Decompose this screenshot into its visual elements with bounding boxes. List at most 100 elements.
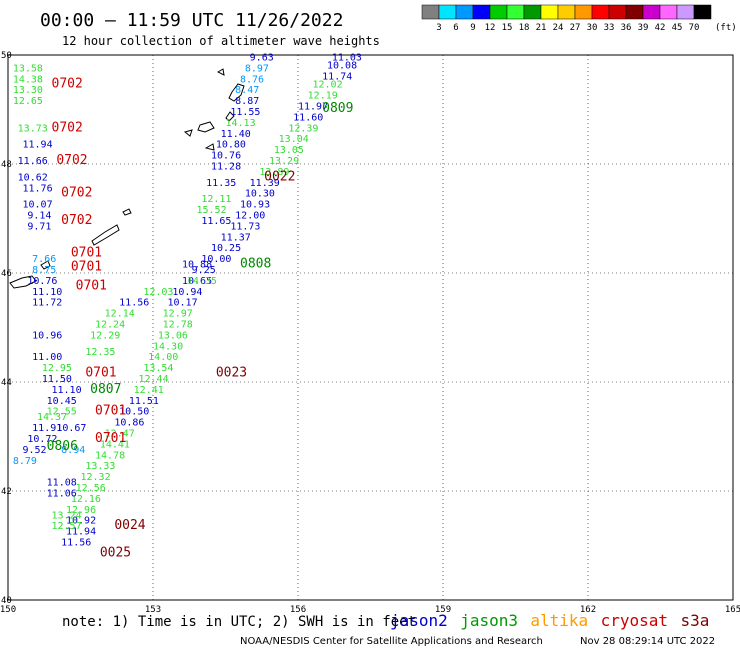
wave-height-value: 10.67 <box>56 423 86 434</box>
wave-height-value: 12.56 <box>76 483 106 494</box>
wave-height-value: 10.72 <box>27 434 57 445</box>
wave-height-value: 11.56 <box>61 538 91 549</box>
wave-height-value: 11.40 <box>221 129 251 140</box>
wave-height-value: 8.87 <box>235 96 259 107</box>
satellite-name: cryosat <box>601 611 668 630</box>
wave-height-value: 11.03 <box>332 52 362 63</box>
plot-border <box>7 54 734 601</box>
color-scale-swatch <box>591 4 610 20</box>
wave-height-value: 10.25 <box>211 243 241 254</box>
wave-height-value: 12.57 <box>52 521 82 532</box>
track-label: 0022 <box>264 169 295 184</box>
wave-height-value: 12.39 <box>288 123 318 134</box>
color-scale-swatch <box>489 4 508 20</box>
wave-height-value: 11.35 <box>206 178 236 189</box>
wave-height-value: 10.86 <box>114 418 144 429</box>
wave-height-value: 9.63 <box>250 52 274 63</box>
wave-height-value: 11.50 <box>42 374 72 385</box>
wave-height-value: 14.30 <box>153 341 183 352</box>
wave-height-value: 14.35 <box>187 276 217 287</box>
wave-height-value: 10.88 <box>182 260 212 271</box>
wave-height-value: 13.89 <box>259 167 289 178</box>
wave-height-value: 12.41 <box>134 385 164 396</box>
wave-height-value: 11.94 <box>23 140 53 151</box>
color-scale-label: 12 <box>485 23 496 33</box>
gridlines <box>8 55 733 600</box>
wave-height-value: 11.73 <box>230 221 260 232</box>
axis-ticks: 150 153 156 159 162 165 40 42 44 46 48 50 <box>0 51 740 615</box>
wave-height-value: 12.14 <box>105 309 135 320</box>
wave-height-value: 11.72 <box>32 298 62 309</box>
wave-height-value: 7.66 <box>32 254 56 265</box>
wave-height-value: 10.92 <box>66 516 96 527</box>
chart-subtitle: 12 hour collection of altimeter wave hei… <box>62 34 380 48</box>
wave-height-value: 11.65 <box>201 216 231 227</box>
color-scale-label: 45 <box>672 23 683 33</box>
wave-height-value: 11.06 <box>47 488 77 499</box>
track-label: 0702 <box>61 213 92 228</box>
wave-height-value: 10.76 <box>211 151 241 162</box>
color-scale-swatch <box>455 4 474 20</box>
timestamp-text: Nov 28 08:29:14 UTC 2022 <box>580 636 715 647</box>
x-tick-label: 150 <box>0 605 16 615</box>
wave-height-value: 10.65 <box>182 276 212 287</box>
wave-height-value: 12.97 <box>163 309 193 320</box>
wave-height-value: 10.80 <box>216 140 246 151</box>
wave-height-value: 11.51 <box>129 396 159 407</box>
wave-height-value: 13.33 <box>85 461 115 472</box>
wave-height-value: 12.96 <box>66 505 96 516</box>
wave-height-value: 12.78 <box>163 320 193 331</box>
y-tick-label: 48 <box>1 160 12 170</box>
wave-height-value: 9.52 <box>23 445 47 456</box>
satellite-name: jason3 <box>460 611 518 630</box>
track-label: 0702 <box>61 186 92 201</box>
color-scale-swatch <box>642 4 661 20</box>
color-scale-swatch <box>659 4 678 20</box>
x-tick-label: 159 <box>435 605 451 615</box>
wave-height-value: 13.29 <box>269 156 299 167</box>
wave-height-points: 11.0310.0811.7412.0212.1911.9711.6012.39… <box>13 52 362 548</box>
color-scale-label: 33 <box>604 23 615 33</box>
wave-height-value: 12.16 <box>71 494 101 505</box>
color-scale-swatch <box>472 4 491 20</box>
wave-height-value: 8.97 <box>245 63 269 74</box>
wave-height-value: 10.62 <box>18 172 48 183</box>
wave-height-value: 12.44 <box>139 374 169 385</box>
wave-height-value: 14.38 <box>13 74 43 85</box>
wave-height-value: 11.00 <box>32 352 62 363</box>
color-scale-swatch <box>421 4 440 20</box>
x-tick-label: 165 <box>725 605 740 615</box>
wave-height-value: 11.55 <box>230 107 260 118</box>
wave-height-value: 11.10 <box>32 287 62 298</box>
wave-height-value: 10.00 <box>201 254 231 265</box>
track-label: 0025 <box>100 545 131 560</box>
satellite-legend: jason2 jason3 altika cryosat s3a <box>390 611 709 630</box>
wave-height-value: 8.79 <box>13 456 37 467</box>
wave-height-value: 15.52 <box>197 205 227 216</box>
color-scale-swatch <box>608 4 627 20</box>
color-scale-label: 39 <box>638 23 649 33</box>
track-label: 0701 <box>71 246 102 261</box>
wave-height-value: 12.03 <box>143 287 173 298</box>
color-scale-swatch <box>693 4 712 20</box>
wave-height-value: 9.25 <box>192 265 216 276</box>
wave-height-value: 10.76 <box>27 276 57 287</box>
wave-height-value: 12.47 <box>105 429 135 440</box>
wave-height-value: 12.11 <box>201 194 231 205</box>
wave-height-value: 8.76 <box>240 74 264 85</box>
track-label: 0702 <box>52 77 83 92</box>
color-scale-label: 6 <box>453 23 458 33</box>
wave-height-value: 10.17 <box>168 298 198 309</box>
track-label: 0807 <box>90 382 121 397</box>
color-scale-swatch <box>506 4 525 20</box>
track-label: 0024 <box>114 518 145 533</box>
wave-height-value: 14.13 <box>226 118 256 129</box>
track-label: 0809 <box>322 101 353 116</box>
wave-height-value: 10.07 <box>23 200 53 211</box>
color-scale-label: 36 <box>621 23 632 33</box>
wave-height-value: 12.95 <box>42 363 72 374</box>
wave-height-value: 13.73 <box>18 123 48 134</box>
wave-height-value: 8.75 <box>32 265 56 276</box>
